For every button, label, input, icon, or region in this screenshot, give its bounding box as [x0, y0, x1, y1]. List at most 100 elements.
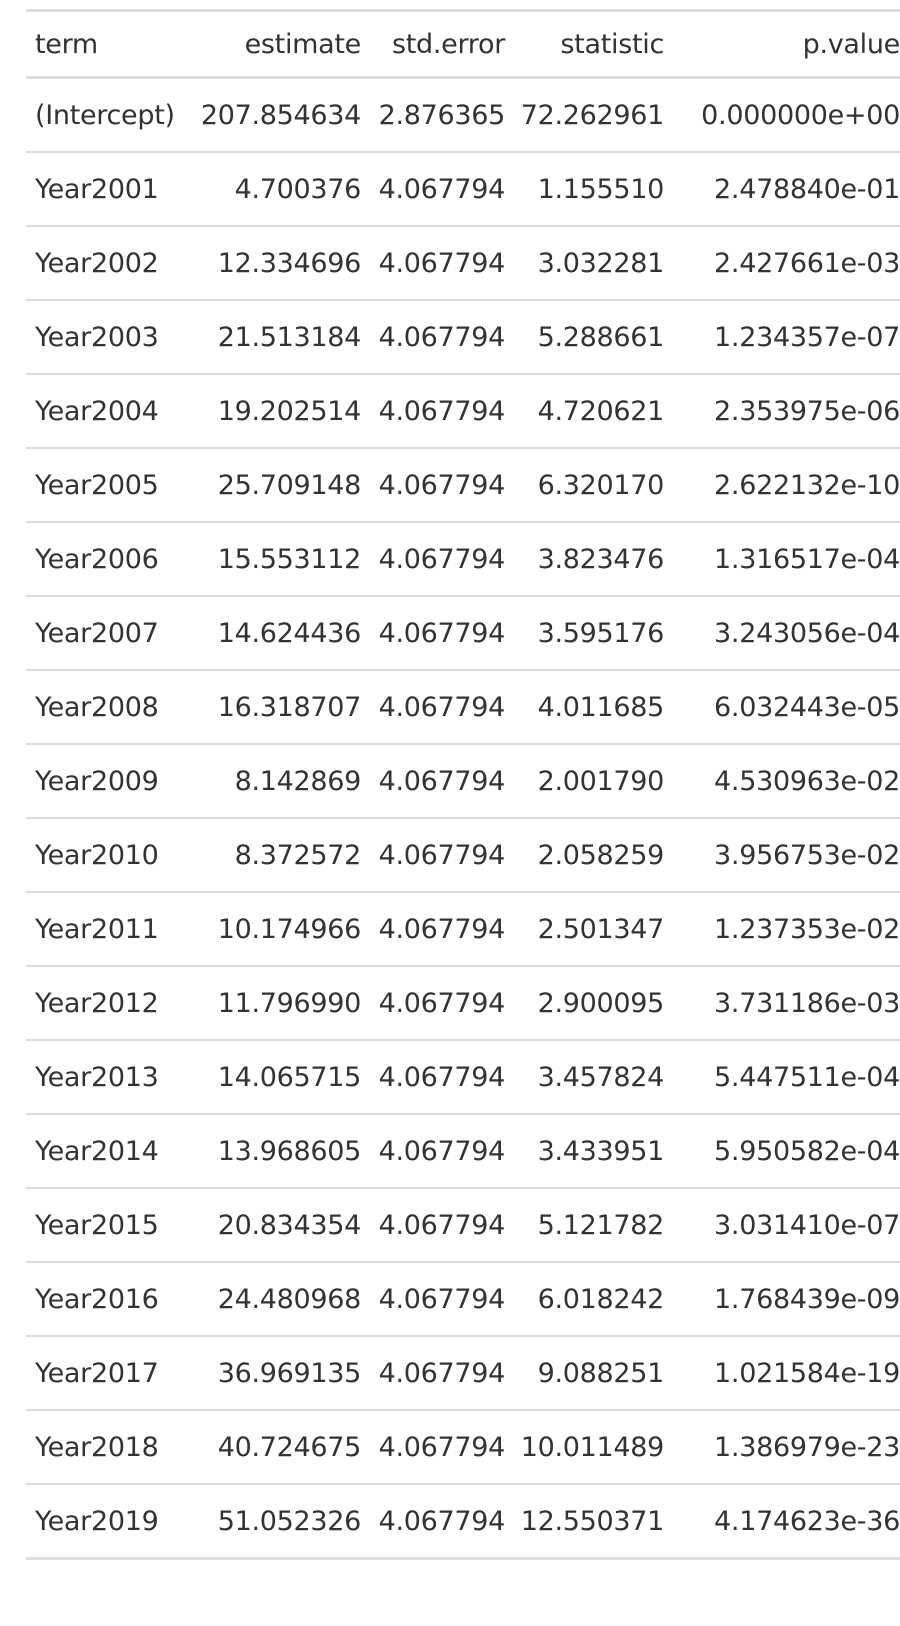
cell-statistic: 3.595176 [537, 617, 665, 649]
cell-term: Year2010 [35, 839, 159, 871]
cell-term: Year2016 [35, 1283, 159, 1315]
cell-term: Year2018 [35, 1431, 159, 1463]
cell-p-value: 1.234357e-07 [714, 321, 900, 353]
cell-p-value: 3.243056e-04 [714, 617, 900, 649]
cell-statistic: 10.011489 [520, 1431, 665, 1463]
table-row: Year2001 4.700376 4.067794 1.155510 2.478840… [26, 152, 900, 226]
table-row: Year2008 16.318707 4.067794 4.011685 6.03244… [26, 670, 900, 744]
table-row: Year2011 10.174966 4.067794 2.501347 1.23735… [26, 892, 900, 966]
cell-statistic: 3.433951 [537, 1135, 665, 1167]
cell-p-value: 3.031410e-07 [714, 1209, 900, 1241]
column-header-std-error: std.error [391, 28, 505, 60]
table-row: Year2015 20.834354 4.067794 5.121782 3.03141… [26, 1188, 900, 1262]
cell-std-error: 4.067794 [378, 839, 506, 871]
cell-term: Year2014 [35, 1135, 159, 1167]
table-row: Year2010 8.372572 4.067794 2.058259 3.956753… [26, 818, 900, 892]
cell-term: Year2001 [35, 173, 159, 205]
cell-std-error: 4.067794 [378, 247, 506, 279]
cell-std-error: 4.067794 [378, 321, 506, 353]
column-header-p-value: p.value [802, 28, 900, 60]
cell-term: Year2003 [35, 321, 159, 353]
cell-statistic: 72.262961 [520, 99, 665, 131]
cell-estimate: 21.513184 [217, 321, 362, 353]
cell-p-value: 1.386979e-23 [714, 1431, 900, 1463]
cell-estimate: 4.700376 [234, 173, 362, 205]
cell-estimate: 14.624436 [217, 617, 362, 649]
cell-std-error: 4.067794 [378, 987, 506, 1019]
cell-estimate: 15.553112 [217, 543, 362, 575]
cell-estimate: 16.318707 [217, 691, 362, 723]
cell-statistic: 3.457824 [537, 1061, 665, 1093]
cell-std-error: 4.067794 [378, 1357, 506, 1389]
cell-statistic: 2.900095 [537, 987, 665, 1019]
cell-term: Year2002 [35, 247, 159, 279]
cell-term: Year2019 [35, 1505, 159, 1537]
cell-p-value: 2.478840e-01 [714, 173, 900, 205]
cell-p-value: 1.768439e-09 [714, 1283, 900, 1315]
cell-p-value: 6.032443e-05 [714, 691, 900, 723]
cell-term: Year2017 [35, 1357, 159, 1389]
cell-p-value: 2.427661e-03 [714, 247, 900, 279]
cell-estimate: 20.834354 [217, 1209, 362, 1241]
cell-statistic: 6.018242 [537, 1283, 665, 1315]
cell-statistic: 1.155510 [537, 173, 665, 205]
cell-term: Year2008 [35, 691, 159, 723]
cell-statistic: 5.121782 [537, 1209, 665, 1241]
cell-estimate: 40.724675 [217, 1431, 362, 1463]
table-body: (Intercept) 207.854634 2.876365 72.262961 0.… [26, 78, 900, 1559]
table-row: Year2005 25.709148 4.067794 6.320170 2.62213… [26, 448, 900, 522]
cell-statistic: 3.823476 [537, 543, 665, 575]
table-row: Year2003 21.513184 4.067794 5.288661 1.23435… [26, 300, 900, 374]
header-row: term estimate std.error statistic p.valu… [26, 10, 900, 78]
cell-term: Year2011 [35, 913, 159, 945]
cell-term: Year2007 [35, 617, 159, 649]
table-row: Year2004 19.202514 4.067794 4.720621 2.35397… [26, 374, 900, 448]
cell-statistic: 2.501347 [537, 913, 665, 945]
cell-estimate: 14.065715 [217, 1061, 362, 1093]
table-row: (Intercept) 207.854634 2.876365 72.262961 0.… [26, 78, 900, 152]
cell-estimate: 24.480968 [217, 1283, 362, 1315]
cell-p-value: 2.353975e-06 [714, 395, 900, 427]
table-row: Year2014 13.968605 4.067794 3.433951 5.95058… [26, 1114, 900, 1188]
table-row: Year2016 24.480968 4.067794 6.018242 1.76843… [26, 1262, 900, 1336]
cell-p-value: 2.622132e-10 [714, 469, 900, 501]
cell-std-error: 4.067794 [378, 765, 506, 797]
cell-term: Year2009 [35, 765, 159, 797]
table-row: Year2012 11.796990 4.067794 2.900095 3.73118… [26, 966, 900, 1040]
cell-p-value: 1.316517e-04 [714, 543, 900, 575]
cell-std-error: 4.067794 [378, 1135, 506, 1167]
cell-std-error: 4.067794 [378, 469, 506, 501]
column-header-statistic: statistic [560, 28, 664, 60]
cell-statistic: 6.320170 [537, 469, 665, 501]
cell-estimate: 10.174966 [217, 913, 362, 945]
cell-statistic: 2.001790 [537, 765, 665, 797]
cell-statistic: 5.288661 [537, 321, 665, 353]
cell-estimate: 12.334696 [217, 247, 362, 279]
cell-estimate: 8.142869 [234, 765, 362, 797]
cell-statistic: 9.088251 [537, 1357, 665, 1389]
cell-p-value: 3.731186e-03 [714, 987, 900, 1019]
table-row: Year2013 14.065715 4.067794 3.457824 5.44751… [26, 1040, 900, 1114]
cell-term: (Intercept) [35, 99, 175, 131]
cell-term: Year2012 [35, 987, 159, 1019]
cell-std-error: 4.067794 [378, 395, 506, 427]
cell-statistic: 3.032281 [537, 247, 665, 279]
regression-table: term estimate std.error statistic p.valu… [26, 9, 900, 1560]
table-header: term estimate std.error statistic p.valu… [26, 10, 900, 78]
cell-std-error: 4.067794 [378, 543, 506, 575]
cell-estimate: 11.796990 [217, 987, 362, 1019]
cell-term: Year2013 [35, 1061, 159, 1093]
cell-p-value: 0.000000e+00 [701, 99, 900, 131]
cell-p-value: 3.956753e-02 [714, 839, 900, 871]
cell-p-value: 5.447511e-04 [714, 1061, 900, 1093]
cell-estimate: 36.969135 [217, 1357, 362, 1389]
cell-estimate: 207.854634 [200, 99, 361, 131]
column-header-term: term [35, 28, 98, 60]
cell-p-value: 4.530963e-02 [714, 765, 900, 797]
cell-std-error: 4.067794 [378, 617, 506, 649]
table-row: Year2018 40.724675 4.067794 10.011489 1.3869… [26, 1410, 900, 1484]
cell-p-value: 5.950582e-04 [714, 1135, 900, 1167]
cell-statistic: 2.058259 [537, 839, 665, 871]
cell-estimate: 13.968605 [217, 1135, 362, 1167]
cell-estimate: 8.372572 [234, 839, 362, 871]
